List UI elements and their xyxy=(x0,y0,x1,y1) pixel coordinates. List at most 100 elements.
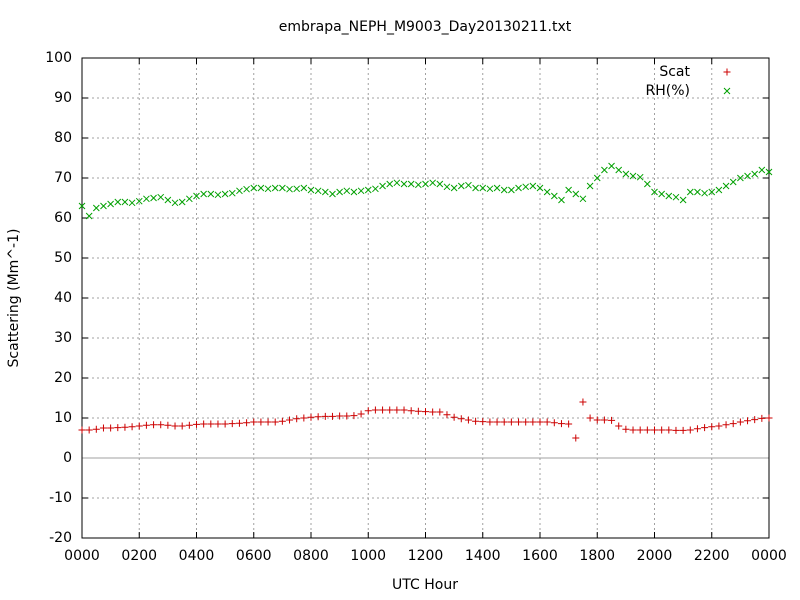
point xyxy=(443,411,451,419)
x-tick-label: 2000 xyxy=(637,548,673,564)
point xyxy=(515,184,522,192)
point xyxy=(422,408,429,416)
point xyxy=(286,185,293,193)
point xyxy=(300,184,308,192)
point xyxy=(85,426,93,434)
point xyxy=(744,417,752,425)
point xyxy=(107,424,115,432)
y-tick-label: -20 xyxy=(49,530,72,546)
point xyxy=(751,416,759,424)
point xyxy=(99,424,107,432)
point xyxy=(529,182,537,190)
point xyxy=(85,212,93,220)
point xyxy=(307,413,315,421)
x-tick-label: 1400 xyxy=(465,548,501,564)
point xyxy=(636,426,644,434)
point xyxy=(314,413,322,421)
point xyxy=(593,416,601,424)
point xyxy=(586,414,594,422)
point xyxy=(371,406,379,414)
x-axis-label: UTC Hour xyxy=(392,577,458,593)
point xyxy=(679,196,687,204)
y-tick-label: 80 xyxy=(54,130,72,146)
point xyxy=(436,180,444,188)
point xyxy=(393,406,401,414)
y-tick-label: 70 xyxy=(54,170,72,186)
point xyxy=(729,178,737,186)
point xyxy=(379,406,387,414)
point xyxy=(357,187,365,195)
point xyxy=(472,417,480,425)
point xyxy=(178,198,186,206)
point xyxy=(736,418,744,426)
point xyxy=(465,181,472,189)
point xyxy=(429,408,437,416)
point xyxy=(328,412,336,420)
x-tick-label: 2200 xyxy=(694,548,730,564)
point xyxy=(293,415,301,423)
point xyxy=(622,425,630,433)
point xyxy=(600,416,608,424)
point xyxy=(100,202,107,210)
point xyxy=(407,180,415,188)
point xyxy=(286,416,294,424)
point xyxy=(443,183,451,191)
point xyxy=(737,174,744,182)
point xyxy=(457,415,465,423)
point xyxy=(264,185,272,193)
point xyxy=(185,421,193,429)
point xyxy=(336,412,344,420)
point xyxy=(350,412,358,420)
x-tick-label: 1200 xyxy=(408,548,444,564)
point xyxy=(271,184,279,192)
y-tick-label: 60 xyxy=(54,210,72,226)
point xyxy=(257,184,265,192)
point xyxy=(386,406,394,414)
point xyxy=(572,190,580,198)
point xyxy=(643,426,651,434)
point xyxy=(386,180,394,188)
point xyxy=(336,188,343,196)
point xyxy=(364,407,372,415)
point xyxy=(429,179,437,187)
point xyxy=(393,179,401,187)
point xyxy=(207,190,215,198)
point xyxy=(343,187,351,195)
point xyxy=(615,166,623,174)
point xyxy=(178,422,186,430)
chart-title: embrapa_NEPH_M9003_Day20130211.txt xyxy=(279,19,572,35)
y-tick-label: 10 xyxy=(54,410,72,426)
point xyxy=(400,180,408,188)
point xyxy=(457,182,465,190)
x-tick-label: 0600 xyxy=(236,548,272,564)
point xyxy=(472,184,479,192)
point xyxy=(629,172,637,180)
point xyxy=(78,202,86,210)
point xyxy=(121,198,129,206)
point xyxy=(708,423,716,431)
point xyxy=(264,418,272,426)
point xyxy=(593,174,601,182)
point xyxy=(157,193,165,201)
y-tick-label: 40 xyxy=(54,290,72,306)
point xyxy=(557,420,565,428)
point xyxy=(550,419,558,427)
point xyxy=(643,180,651,188)
point xyxy=(715,422,723,430)
point xyxy=(214,191,222,199)
point xyxy=(350,188,358,196)
x-tick-label: 1800 xyxy=(579,548,615,564)
point xyxy=(228,420,236,428)
point xyxy=(364,186,372,194)
point xyxy=(694,188,701,196)
point xyxy=(686,426,694,434)
point xyxy=(414,181,422,189)
point xyxy=(250,184,258,192)
point xyxy=(722,182,730,190)
point xyxy=(665,192,673,200)
point xyxy=(271,418,279,426)
point xyxy=(636,173,644,181)
point xyxy=(500,418,508,426)
x-tick-label: 0800 xyxy=(293,548,329,564)
point xyxy=(372,185,379,193)
